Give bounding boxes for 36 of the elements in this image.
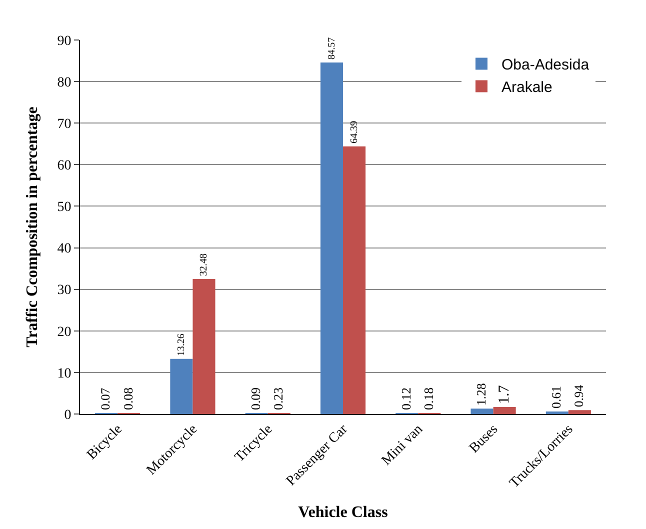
y-tick-label: 40 — [57, 242, 72, 257]
data-label: 0.94 — [572, 384, 586, 408]
bar — [493, 406, 516, 414]
data-label: 0.18 — [422, 387, 436, 410]
data-label: 64.39 — [348, 120, 360, 144]
data-label: 0.09 — [249, 387, 264, 410]
bar — [546, 411, 568, 414]
data-label: 0.08 — [121, 387, 136, 410]
data-label: 0.07 — [98, 388, 113, 410]
y-tick-label: 30 — [57, 283, 72, 298]
y-tick-label: 20 — [57, 324, 72, 340]
y-tick-label: 80 — [57, 75, 72, 90]
bar — [192, 279, 216, 414]
data-label: 1.28 — [474, 383, 488, 406]
y-tick-label: 90 — [57, 34, 72, 49]
data-label: 0.61 — [550, 386, 564, 408]
y-tick-label: 60 — [57, 158, 72, 174]
y-tick-label: 70 — [57, 117, 72, 132]
data-label: 0.23 — [272, 387, 286, 410]
x-axis-title: Vehicle Class — [298, 504, 388, 521]
data-label: 84.57 — [326, 37, 338, 60]
y-axis-title: Traffic Ccomposition in percentage — [24, 106, 42, 348]
data-label: 32.48 — [198, 253, 210, 276]
bar — [343, 146, 366, 414]
legend-label: Oba-Adesida — [501, 56, 590, 74]
data-label: 13.26 — [176, 334, 188, 356]
bar — [320, 62, 343, 414]
bar — [568, 410, 591, 414]
bar — [470, 408, 494, 414]
data-label: 0.12 — [399, 387, 414, 410]
bar — [170, 358, 193, 414]
y-tick-label: 10 — [57, 366, 72, 382]
legend-label: Arakale — [501, 79, 552, 96]
data-label: 1.7 — [496, 384, 513, 404]
y-tick-label: 0 — [64, 408, 72, 423]
y-tick-label: 50 — [57, 200, 72, 216]
